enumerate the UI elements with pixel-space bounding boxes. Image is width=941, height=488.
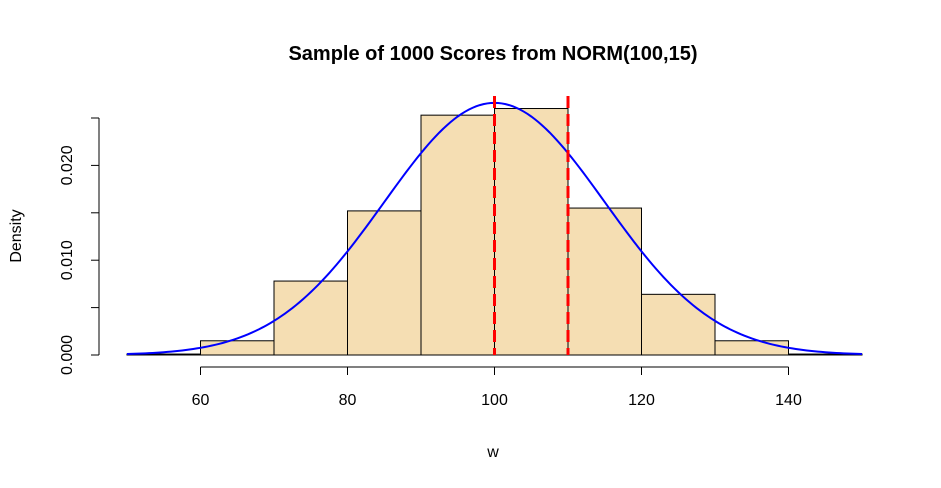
y-tick-label: 0.000	[59, 335, 76, 375]
x-tick-label: 100	[481, 392, 508, 409]
y-tick-label: 0.020	[59, 145, 76, 185]
histogram-bars	[126, 108, 863, 356]
vertical-reference-lines	[493, 96, 570, 355]
histogram-bar-7	[641, 293, 716, 356]
x-tick-label: 140	[775, 392, 802, 409]
histogram-bar-1	[200, 340, 275, 356]
histogram-bar-5	[494, 108, 569, 356]
x-axis: 60 80 100 120 140	[192, 366, 802, 409]
histogram-bar-4	[420, 114, 495, 356]
y-axis-label: Density	[8, 209, 25, 262]
x-tick-label: 120	[628, 392, 655, 409]
x-tick-label: 60	[192, 392, 210, 409]
y-axis: 0.000 0.010 0.020	[59, 117, 100, 375]
x-axis-label: w	[486, 444, 499, 461]
histogram-bar-9	[788, 353, 863, 356]
histogram-bar-6	[567, 207, 642, 356]
x-tick-label: 80	[339, 392, 357, 409]
y-tick-label: 0.010	[59, 240, 76, 280]
chart-title: Sample of 1000 Scores from NORM(100,15)	[288, 43, 697, 65]
histogram-bar-8	[714, 340, 789, 356]
histogram-bar-3	[347, 210, 422, 356]
